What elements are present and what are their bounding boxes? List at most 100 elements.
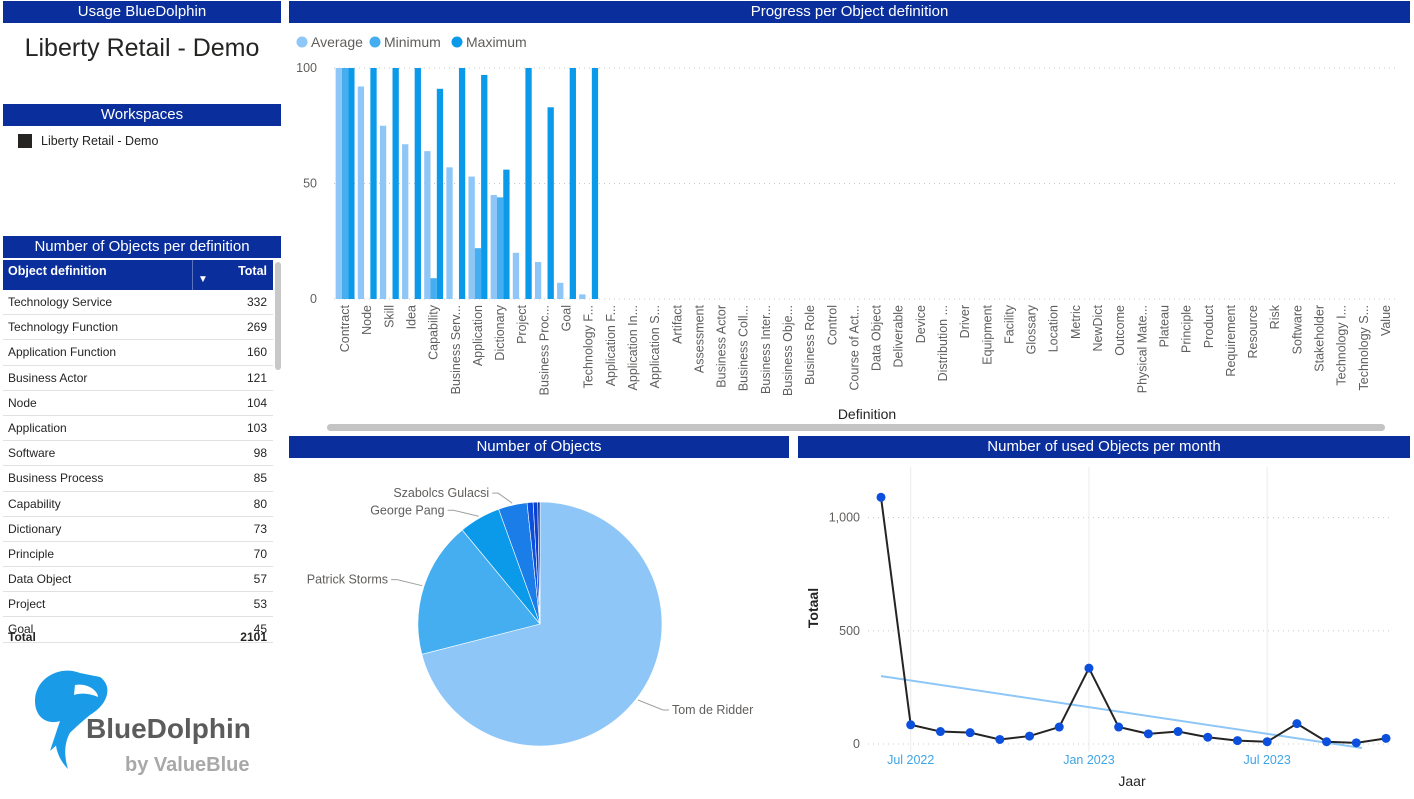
row-object-definition: Capability xyxy=(8,496,61,511)
bar-maximum[interactable] xyxy=(569,68,576,299)
data-point[interactable] xyxy=(1322,737,1332,747)
table-row[interactable]: Technology Service 332 xyxy=(3,290,273,316)
bar-average[interactable] xyxy=(335,68,342,299)
table-scrollbar[interactable] xyxy=(275,262,281,370)
legend-label[interactable]: Average xyxy=(311,34,363,50)
row-total: 104 xyxy=(246,395,267,410)
bar-minimum[interactable] xyxy=(341,68,349,299)
column-total[interactable]: Total xyxy=(238,264,267,278)
pie-labels: Tom de Ridder Patrick Storms George Pang Sz… xyxy=(307,486,753,717)
bar-maximum[interactable] xyxy=(436,88,444,299)
data-point[interactable] xyxy=(1351,738,1361,748)
pie-slice[interactable] xyxy=(537,501,541,625)
x-tick-label: Technology F... xyxy=(582,305,596,388)
table-row[interactable]: Node 104 xyxy=(3,391,273,416)
bar-maximum[interactable] xyxy=(414,68,421,299)
data-point[interactable] xyxy=(876,492,886,502)
data-point[interactable] xyxy=(965,728,975,738)
x-tick-label: Idea xyxy=(405,305,419,329)
bar-minimum[interactable] xyxy=(430,278,437,299)
data-point[interactable] xyxy=(1232,736,1242,746)
bar-average[interactable] xyxy=(512,252,520,299)
table-row[interactable]: Business Actor 121 xyxy=(3,366,273,391)
x-tick-label: Jan 2023 xyxy=(1063,753,1114,767)
checkbox-icon[interactable] xyxy=(18,134,32,148)
table-row[interactable]: Project 53 xyxy=(3,592,273,618)
data-point[interactable] xyxy=(1054,722,1064,732)
row-object-definition: Business Process xyxy=(8,471,104,486)
data-point[interactable] xyxy=(1114,722,1124,732)
bar-minimum[interactable] xyxy=(496,197,504,299)
bar-maximum[interactable] xyxy=(525,68,532,299)
table-row[interactable]: Principle 70 xyxy=(3,542,273,568)
x-tick-label: Application In... xyxy=(626,305,640,390)
bar-average[interactable] xyxy=(446,167,453,299)
bar-maximum[interactable] xyxy=(503,169,510,299)
table-row[interactable]: Business Process 85 xyxy=(3,466,273,492)
data-point[interactable] xyxy=(1381,733,1391,743)
data-point[interactable] xyxy=(1292,719,1302,729)
used-per-month-line-chart: 0 500 1,000 Jul 2022 Jan 2023 Jul 2023 Totaal… xyxy=(805,467,1393,789)
bar-average[interactable] xyxy=(490,195,497,299)
x-tick-label: Business Serv... xyxy=(449,305,463,394)
data-point[interactable] xyxy=(1262,737,1272,747)
data-point[interactable] xyxy=(906,720,916,730)
bar-average[interactable] xyxy=(557,282,564,299)
x-tick-label: Business Coll... xyxy=(737,305,751,391)
data-point[interactable] xyxy=(1084,663,1094,673)
table-row[interactable]: Dictionary 73 xyxy=(3,517,273,542)
x-tick-label: Value xyxy=(1379,305,1393,336)
bar-average[interactable] xyxy=(424,151,431,299)
column-object-definition[interactable]: Object definition xyxy=(8,264,107,278)
bar-maximum[interactable] xyxy=(481,74,488,300)
data-point[interactable] xyxy=(1173,727,1183,737)
x-tick-label: NewDict xyxy=(1091,304,1105,351)
table-row[interactable]: Application Function 160 xyxy=(3,340,273,366)
horizontal-scrollbar-thumb[interactable] xyxy=(327,424,1385,431)
table-row[interactable]: Goal 45 xyxy=(3,617,273,643)
page-title: Liberty Retail - Demo xyxy=(24,34,260,62)
bar-average[interactable] xyxy=(468,176,475,299)
row-object-definition: Business Actor xyxy=(8,370,88,385)
data-point[interactable] xyxy=(1025,731,1035,741)
table-row[interactable]: Capability 80 xyxy=(3,492,273,517)
data-point[interactable] xyxy=(1203,732,1213,742)
table-row[interactable]: Data Object 57 xyxy=(3,567,273,593)
x-tick-label: Stakeholder xyxy=(1312,305,1326,372)
table-row[interactable]: Software 98 xyxy=(3,441,273,467)
data-point[interactable] xyxy=(935,727,945,737)
legend-label[interactable]: Maximum xyxy=(466,34,527,50)
x-tick-label: Skill xyxy=(382,305,396,328)
bar-maximum[interactable] xyxy=(348,68,355,299)
bar-average[interactable] xyxy=(379,125,387,299)
pie-slice[interactable] xyxy=(421,501,663,747)
bar-average[interactable] xyxy=(579,294,586,299)
bar-maximum[interactable] xyxy=(591,68,599,299)
data-point[interactable] xyxy=(995,734,1005,744)
series-line xyxy=(880,497,1387,744)
y-tick-label: 100 xyxy=(296,61,317,75)
x-tick-label: Equipment xyxy=(980,304,994,364)
x-tick-label: Location xyxy=(1047,305,1061,352)
workspace-label: Liberty Retail - Demo xyxy=(41,134,159,148)
bar-maximum[interactable] xyxy=(547,107,554,300)
bar-minimum[interactable] xyxy=(474,248,482,299)
row-total: 121 xyxy=(246,370,267,385)
bar-average[interactable] xyxy=(534,262,542,299)
data-point[interactable] xyxy=(1143,729,1153,739)
workspace-slicer-item[interactable]: Liberty Retail - Demo xyxy=(18,134,158,148)
table-row[interactable]: Application 103 xyxy=(3,416,273,442)
sort-desc-icon[interactable]: ▼ xyxy=(198,274,208,285)
table-row[interactable]: Technology Function 269 xyxy=(3,315,273,341)
bar-average[interactable] xyxy=(357,86,365,299)
pie-slice[interactable] xyxy=(417,529,541,655)
bar-maximum[interactable] xyxy=(370,68,377,299)
legend-label[interactable]: Minimum xyxy=(384,34,441,50)
bar-maximum[interactable] xyxy=(392,68,399,299)
x-tick-label: Project xyxy=(515,304,529,343)
bar-average[interactable] xyxy=(402,144,409,299)
x-tick-label: Risk xyxy=(1268,304,1282,329)
bar-maximum[interactable] xyxy=(458,68,466,299)
pie-label: Patrick Storms xyxy=(307,573,388,587)
chart-legend: Average Minimum Maximum xyxy=(296,34,527,50)
